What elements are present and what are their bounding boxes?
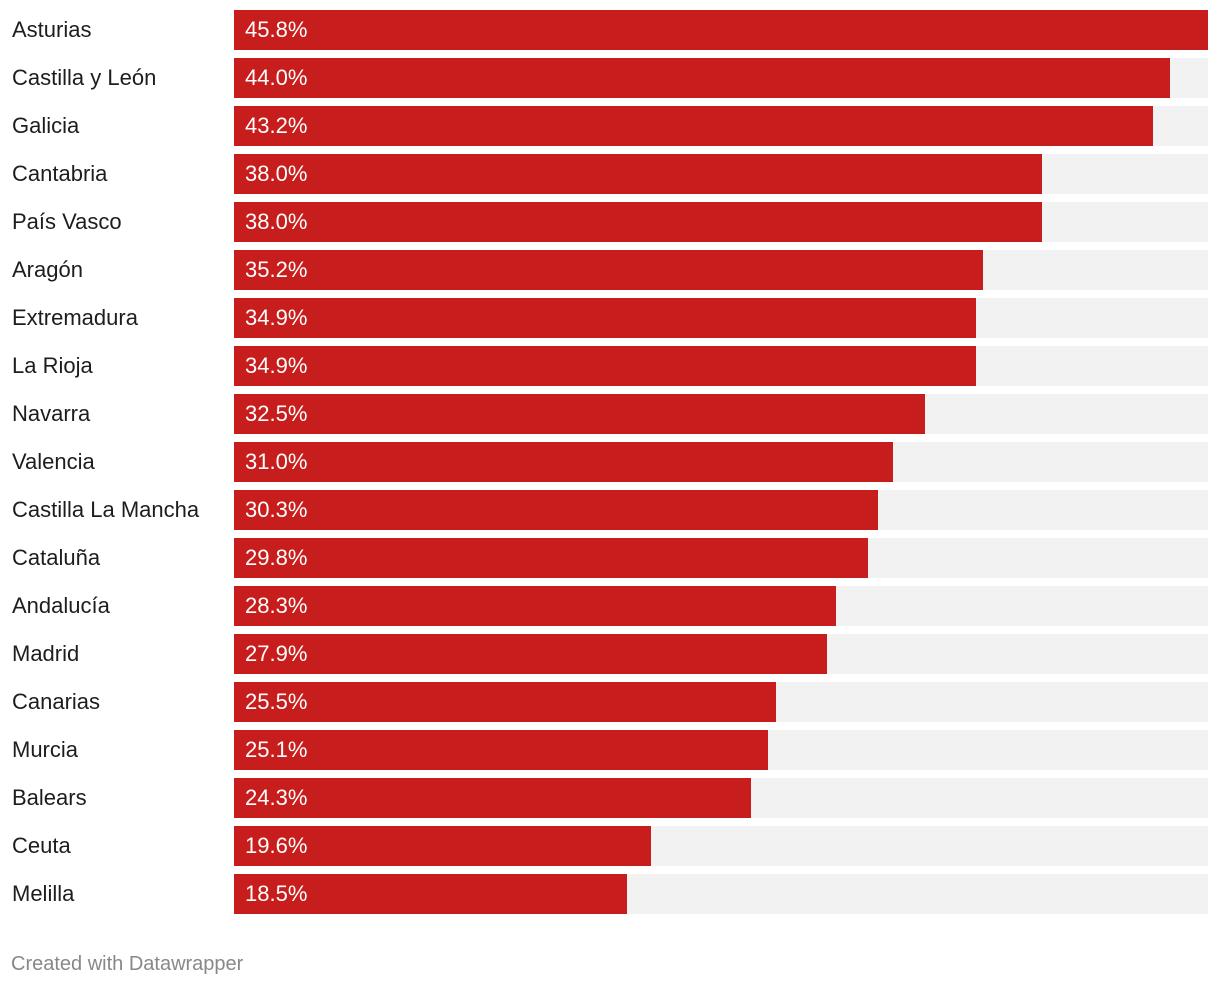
bar-value-label: 25.5% — [245, 689, 308, 714]
category-label: Melilla — [12, 881, 75, 906]
bar-track: 34.9% — [234, 346, 1208, 386]
bar-row: Balears 24.3% — [0, 778, 1220, 818]
bar-value-label: 19.6% — [245, 833, 308, 858]
bar-row: Castilla y León 44.0% — [0, 58, 1220, 98]
category-label: Galicia — [12, 113, 80, 138]
bar — [234, 394, 925, 434]
bar-row: La Rioja 34.9% — [0, 346, 1220, 386]
bar — [234, 346, 976, 386]
bar-row: Canarias 25.5% — [0, 682, 1220, 722]
bar-value-label: 18.5% — [245, 881, 308, 906]
bar-value-label: 31.0% — [245, 449, 308, 474]
bar-row: Extremadura 34.9% — [0, 298, 1220, 338]
category-label: País Vasco — [12, 209, 122, 234]
bar-track: 45.8% — [234, 10, 1208, 50]
bar-value-label: 35.2% — [245, 257, 308, 282]
category-label: Ceuta — [12, 833, 71, 858]
bar-track: 19.6% — [234, 826, 1208, 866]
bar-value-label: 30.3% — [245, 497, 308, 522]
bar — [234, 682, 776, 722]
bar-value-label: 34.9% — [245, 305, 308, 330]
bar-track: 27.9% — [234, 634, 1208, 674]
bar-track: 31.0% — [234, 442, 1208, 482]
bar — [234, 586, 836, 626]
bar — [234, 10, 1208, 50]
bar-row: Castilla La Mancha 30.3% — [0, 490, 1220, 530]
bar-value-label: 44.0% — [245, 65, 308, 90]
bar-track: 38.0% — [234, 154, 1208, 194]
bar — [234, 202, 1042, 242]
bar-track: 30.3% — [234, 490, 1208, 530]
bar-track: 32.5% — [234, 394, 1208, 434]
bar-value-label: 38.0% — [245, 209, 308, 234]
bar — [234, 490, 878, 530]
bar-row: Ceuta 19.6% — [0, 826, 1220, 866]
bar-value-label: 25.1% — [245, 737, 308, 762]
bar — [234, 154, 1042, 194]
bar-value-label: 43.2% — [245, 113, 308, 138]
category-label: Murcia — [12, 737, 79, 762]
bar-track: 35.2% — [234, 250, 1208, 290]
bar-track: 24.3% — [234, 778, 1208, 818]
category-label: Madrid — [12, 641, 80, 666]
bar-row: Cataluña 29.8% — [0, 538, 1220, 578]
bar — [234, 826, 651, 866]
bar-value-label: 27.9% — [245, 641, 308, 666]
bar-value-label: 28.3% — [245, 593, 308, 618]
bar-row: Cantabria 38.0% — [0, 154, 1220, 194]
bar — [234, 778, 751, 818]
category-label: Canarias — [12, 689, 101, 714]
category-label: Cantabria — [12, 161, 108, 186]
bar — [234, 106, 1153, 146]
bar-row: Andalucía 28.3% — [0, 586, 1220, 626]
bar-value-label: 45.8% — [245, 17, 308, 42]
bar — [234, 538, 868, 578]
bar-row: País Vasco 38.0% — [0, 202, 1220, 242]
bar-track: 29.8% — [234, 538, 1208, 578]
bar — [234, 250, 983, 290]
bar-row: Aragón 35.2% — [0, 250, 1220, 290]
bar-row: Melilla 18.5% — [0, 874, 1220, 914]
bar-row: Navarra 32.5% — [0, 394, 1220, 434]
bar-row: Madrid 27.9% — [0, 634, 1220, 674]
bar-track: 44.0% — [234, 58, 1208, 98]
bar — [234, 298, 976, 338]
bar-value-label: 34.9% — [245, 353, 308, 378]
bar-row: Asturias 45.8% — [0, 10, 1220, 50]
bar — [234, 874, 627, 914]
credit-footer: Created with Datawrapper — [11, 953, 244, 975]
bar-row: Galicia 43.2% — [0, 106, 1220, 146]
category-label: Andalucía — [12, 593, 110, 618]
bar-row: Murcia 25.1% — [0, 730, 1220, 770]
category-label: Extremadura — [12, 305, 138, 330]
category-label: Aragón — [12, 257, 83, 282]
bar-track: 18.5% — [234, 874, 1208, 914]
bar-track: 43.2% — [234, 106, 1208, 146]
bar-row: Valencia 31.0% — [0, 442, 1220, 482]
bar-track: 34.9% — [234, 298, 1208, 338]
bar — [234, 634, 827, 674]
bar-track: 25.1% — [234, 730, 1208, 770]
bar-track: 25.5% — [234, 682, 1208, 722]
bar-track: 28.3% — [234, 586, 1208, 626]
bar-track: 38.0% — [234, 202, 1208, 242]
bar-value-label: 29.8% — [245, 545, 308, 570]
bar-value-label: 38.0% — [245, 161, 308, 186]
category-label: Balears — [12, 785, 87, 810]
bar-value-label: 32.5% — [245, 401, 308, 426]
category-label: La Rioja — [12, 353, 93, 378]
category-label: Castilla La Mancha — [12, 497, 200, 522]
category-label: Valencia — [12, 449, 95, 474]
bar — [234, 58, 1170, 98]
bar-value-label: 24.3% — [245, 785, 308, 810]
category-label: Asturias — [12, 17, 92, 42]
category-label: Castilla y León — [12, 65, 157, 90]
category-label: Navarra — [12, 401, 91, 426]
bar — [234, 730, 768, 770]
bar — [234, 442, 893, 482]
bar-chart: Asturias 45.8% Castilla y León 44.0% Galicia… — [0, 10, 1220, 914]
category-label: Cataluña — [12, 545, 101, 570]
